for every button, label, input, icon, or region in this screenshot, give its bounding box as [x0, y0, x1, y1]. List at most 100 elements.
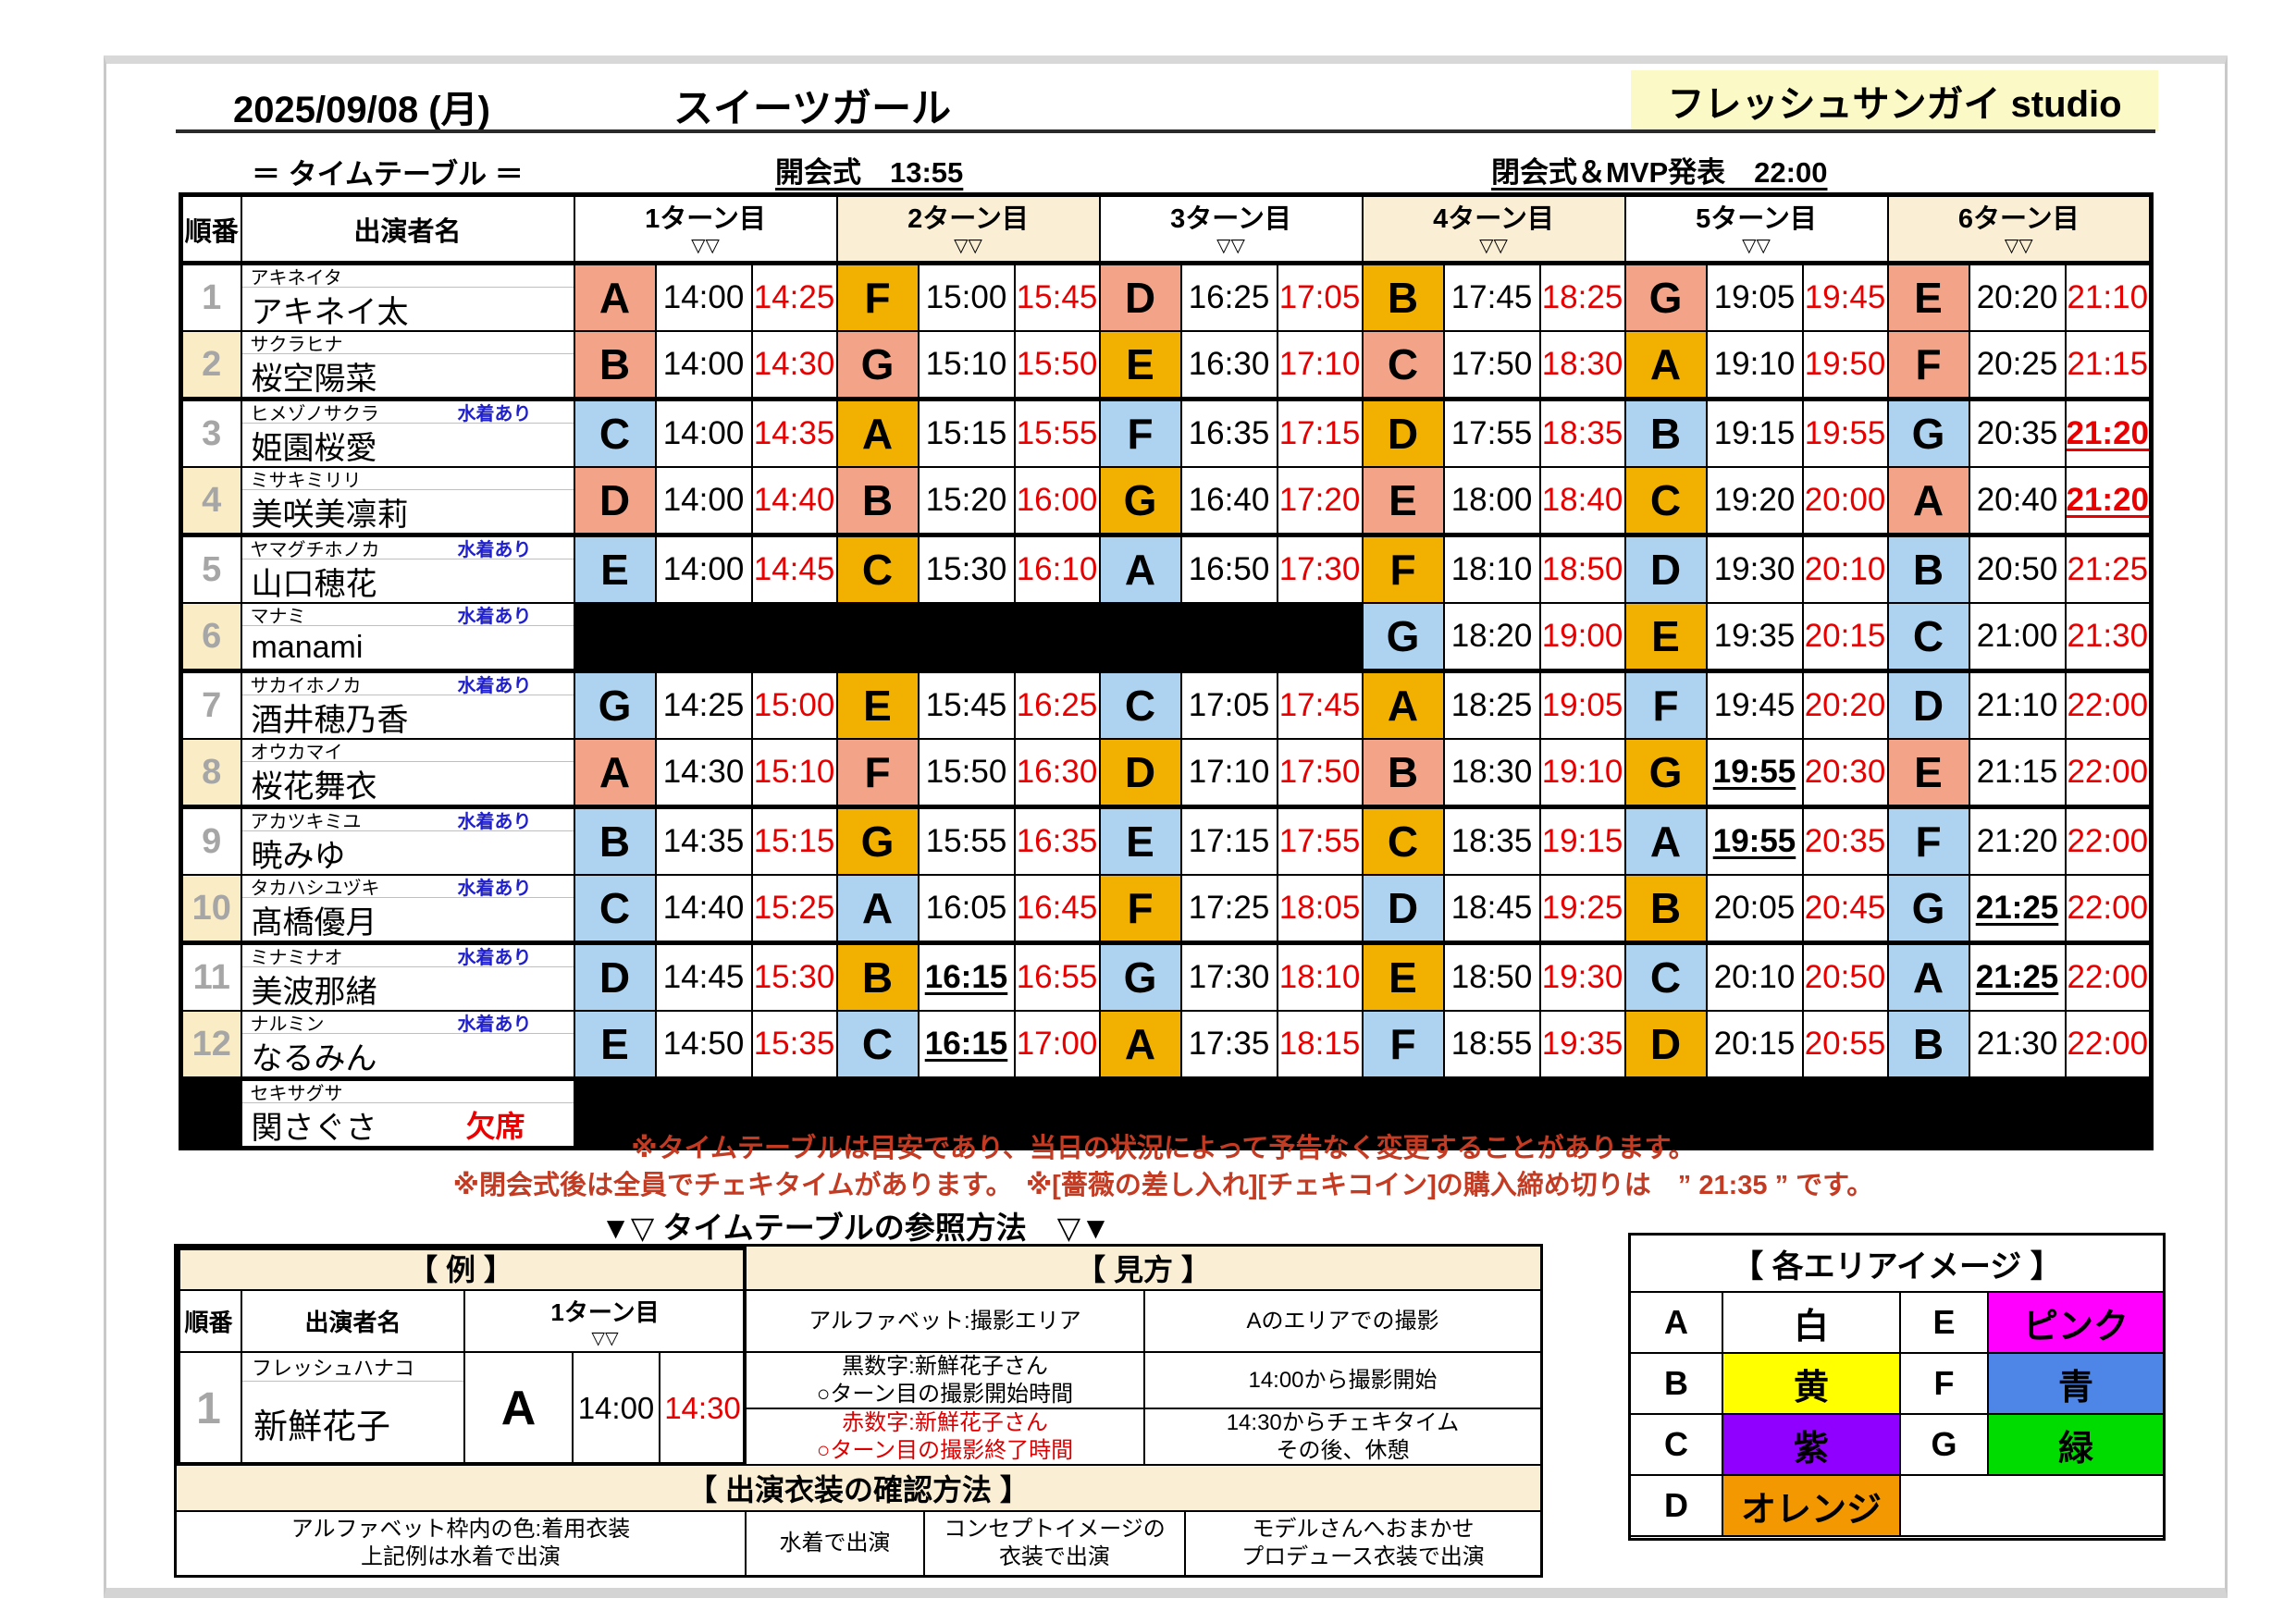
performer-cell: オウカマイ 桜花舞衣	[240, 738, 575, 808]
closing-ceremony-time: 閉会式＆MVP発表 22:00	[1491, 156, 1828, 189]
start-time: 21:00	[1968, 602, 2067, 672]
notes: ※タイムテーブルは目安であり、当日の状況によって予告なく変更することがあります。…	[179, 1130, 2148, 1204]
start-time: 18:35	[1442, 805, 1541, 876]
area-letter: F	[1623, 669, 1708, 740]
start-time: 21:10	[1968, 669, 2067, 740]
start-time: 16:05	[917, 874, 1016, 944]
area-letter: G	[1098, 466, 1182, 536]
end-time: 14:45	[750, 533, 838, 604]
start-time: 20:10	[1705, 941, 1804, 1012]
end-time: 21:20	[2064, 397, 2153, 468]
reference-block: 【 例 】 【 見方 】 順番 出演者名 1ターン目 ▽▽ 1 フレッシュハナコ…	[174, 1244, 1543, 1578]
order-column-header: 順番	[179, 193, 242, 265]
end-time: 17:55	[1276, 805, 1364, 876]
end-time: 17:30	[1276, 533, 1364, 604]
area-letter: B	[1623, 397, 1708, 468]
area-letter: C	[573, 874, 657, 944]
end-time: 18:25	[1538, 262, 1626, 332]
furigana-line: ナルミン 水着あり	[242, 1013, 573, 1035]
order-number: 12	[179, 1010, 242, 1080]
start-time: 15:20	[917, 466, 1016, 536]
turn-sub-marker: ▽▽	[1742, 235, 1771, 256]
turn-1-header: 1ターン目 ▽▽	[573, 193, 838, 265]
performer-name: 美咲美凛莉	[251, 497, 409, 533]
howto-right-line: 14:30からチェキタイム	[1226, 1409, 1460, 1435]
area-letter: B	[1361, 738, 1445, 808]
area-letter-key: B	[1631, 1354, 1723, 1415]
performer-cell: セキサグサ 関さぐさ 欠席	[240, 1076, 575, 1150]
end-time: 19:05	[1538, 669, 1626, 740]
furigana: アキネイタ	[250, 268, 342, 289]
area-letter: A	[573, 738, 657, 808]
start-time: 16:15	[917, 1010, 1016, 1080]
end-time: 21:30	[2064, 602, 2153, 672]
end-time: 20:10	[1801, 533, 1889, 604]
end-time: 22:00	[2064, 941, 2153, 1012]
area-letter: B	[573, 805, 657, 876]
start-time: 17:25	[1179, 874, 1278, 944]
furigana: ヒメゾノサクラ	[250, 404, 379, 424]
area-letter: D	[1098, 262, 1182, 332]
area-letter: F	[1886, 805, 1970, 876]
area-color-swatch: 白	[1723, 1293, 1901, 1354]
start-time: 20:25	[1968, 330, 2067, 400]
start-time: 16:30	[1179, 330, 1278, 400]
howto-right: 14:30からチェキタイム その後、休憩	[1145, 1409, 1540, 1466]
howto-left: 黒数字:新鮮花子さん ○ターン目の撮影開始時間	[747, 1353, 1145, 1409]
end-time: 19:25	[1538, 874, 1626, 944]
turn-sub-marker: ▽▽	[1479, 235, 1508, 256]
area-letter: B	[1886, 1010, 1970, 1080]
area-letter-key: D	[1631, 1476, 1723, 1537]
performer-name: なるみん	[251, 1040, 377, 1076]
furigana: サカイホノカ	[250, 676, 362, 696]
performer-cell: アキネイタアキネイ太	[240, 262, 575, 332]
name-line: 桜空陽菜	[243, 354, 573, 397]
end-time: 14:30	[750, 330, 838, 400]
end-time: 19:30	[1538, 941, 1626, 1012]
start-time: 18:50	[1442, 941, 1541, 1012]
end-time: 18:15	[1276, 1010, 1364, 1080]
costume-legend-label: コンセプトイメージの	[944, 1517, 1166, 1542]
performer-row: 4 ミサキミリリ 美咲美凛莉 D 14:00 14:40 B 15:20 16:00 G 16:40…	[179, 466, 2153, 536]
turn-2-header: 2ターン目 ▽▽	[835, 193, 1101, 265]
performer-name: アキネイ太	[251, 294, 409, 330]
end-time: 16:00	[1013, 466, 1101, 536]
costume-legend-item: コンセプトイメージの 衣装で出演	[925, 1512, 1186, 1575]
turn-label: 2ターン目	[907, 203, 1029, 234]
swimsuit-note: 水着あり	[457, 607, 532, 627]
area-letter: E	[1098, 330, 1182, 400]
furigana-line: アカツキミユ 水着あり	[242, 811, 573, 832]
area-letter: F	[1098, 874, 1182, 944]
end-time: 19:45	[1801, 262, 1889, 332]
start-time: 19:55	[1705, 738, 1804, 808]
area-letter: B	[573, 330, 657, 400]
performer-name: 山口穂花	[251, 566, 377, 602]
end-time: 15:45	[1013, 262, 1101, 332]
performer-cell: ミナミナオ 水着あり 美波那緒	[240, 941, 575, 1012]
performer-name: 暁みゆ	[251, 838, 346, 874]
start-time: 14:00	[654, 262, 753, 332]
area-letter: A	[1886, 466, 1970, 536]
end-time: 21:10	[2064, 262, 2153, 332]
area-letter: F	[835, 262, 920, 332]
swimsuit-note: 水着あり	[457, 676, 532, 696]
start-time: 15:45	[917, 669, 1016, 740]
start-time: 19:35	[1705, 602, 1804, 672]
end-time: 20:55	[1801, 1010, 1889, 1080]
header-divider	[176, 129, 2155, 133]
note-line-1: ※タイムテーブルは目安であり、当日の状況によって予告なく変更することがあります。	[631, 1134, 1696, 1163]
area-letter: C	[1361, 330, 1445, 400]
area-letter: E	[1361, 941, 1445, 1012]
name-column-header: 出演者名	[240, 193, 575, 265]
area-letter: B	[1886, 533, 1970, 604]
end-time: 22:00	[2064, 874, 2153, 944]
performer-name: 美波那緒	[251, 974, 377, 1010]
area-letter-key: F	[1901, 1354, 1989, 1415]
end-time: 20:00	[1801, 466, 1889, 536]
furigana-line: サクラヒナ	[242, 333, 573, 355]
performer-name: 姫園桜愛	[251, 430, 377, 466]
end-time: 19:00	[1538, 602, 1626, 672]
costume-legend-label: 水着で出演	[779, 1531, 891, 1555]
turn-3-header: 3ターン目 ▽▽	[1098, 193, 1364, 265]
